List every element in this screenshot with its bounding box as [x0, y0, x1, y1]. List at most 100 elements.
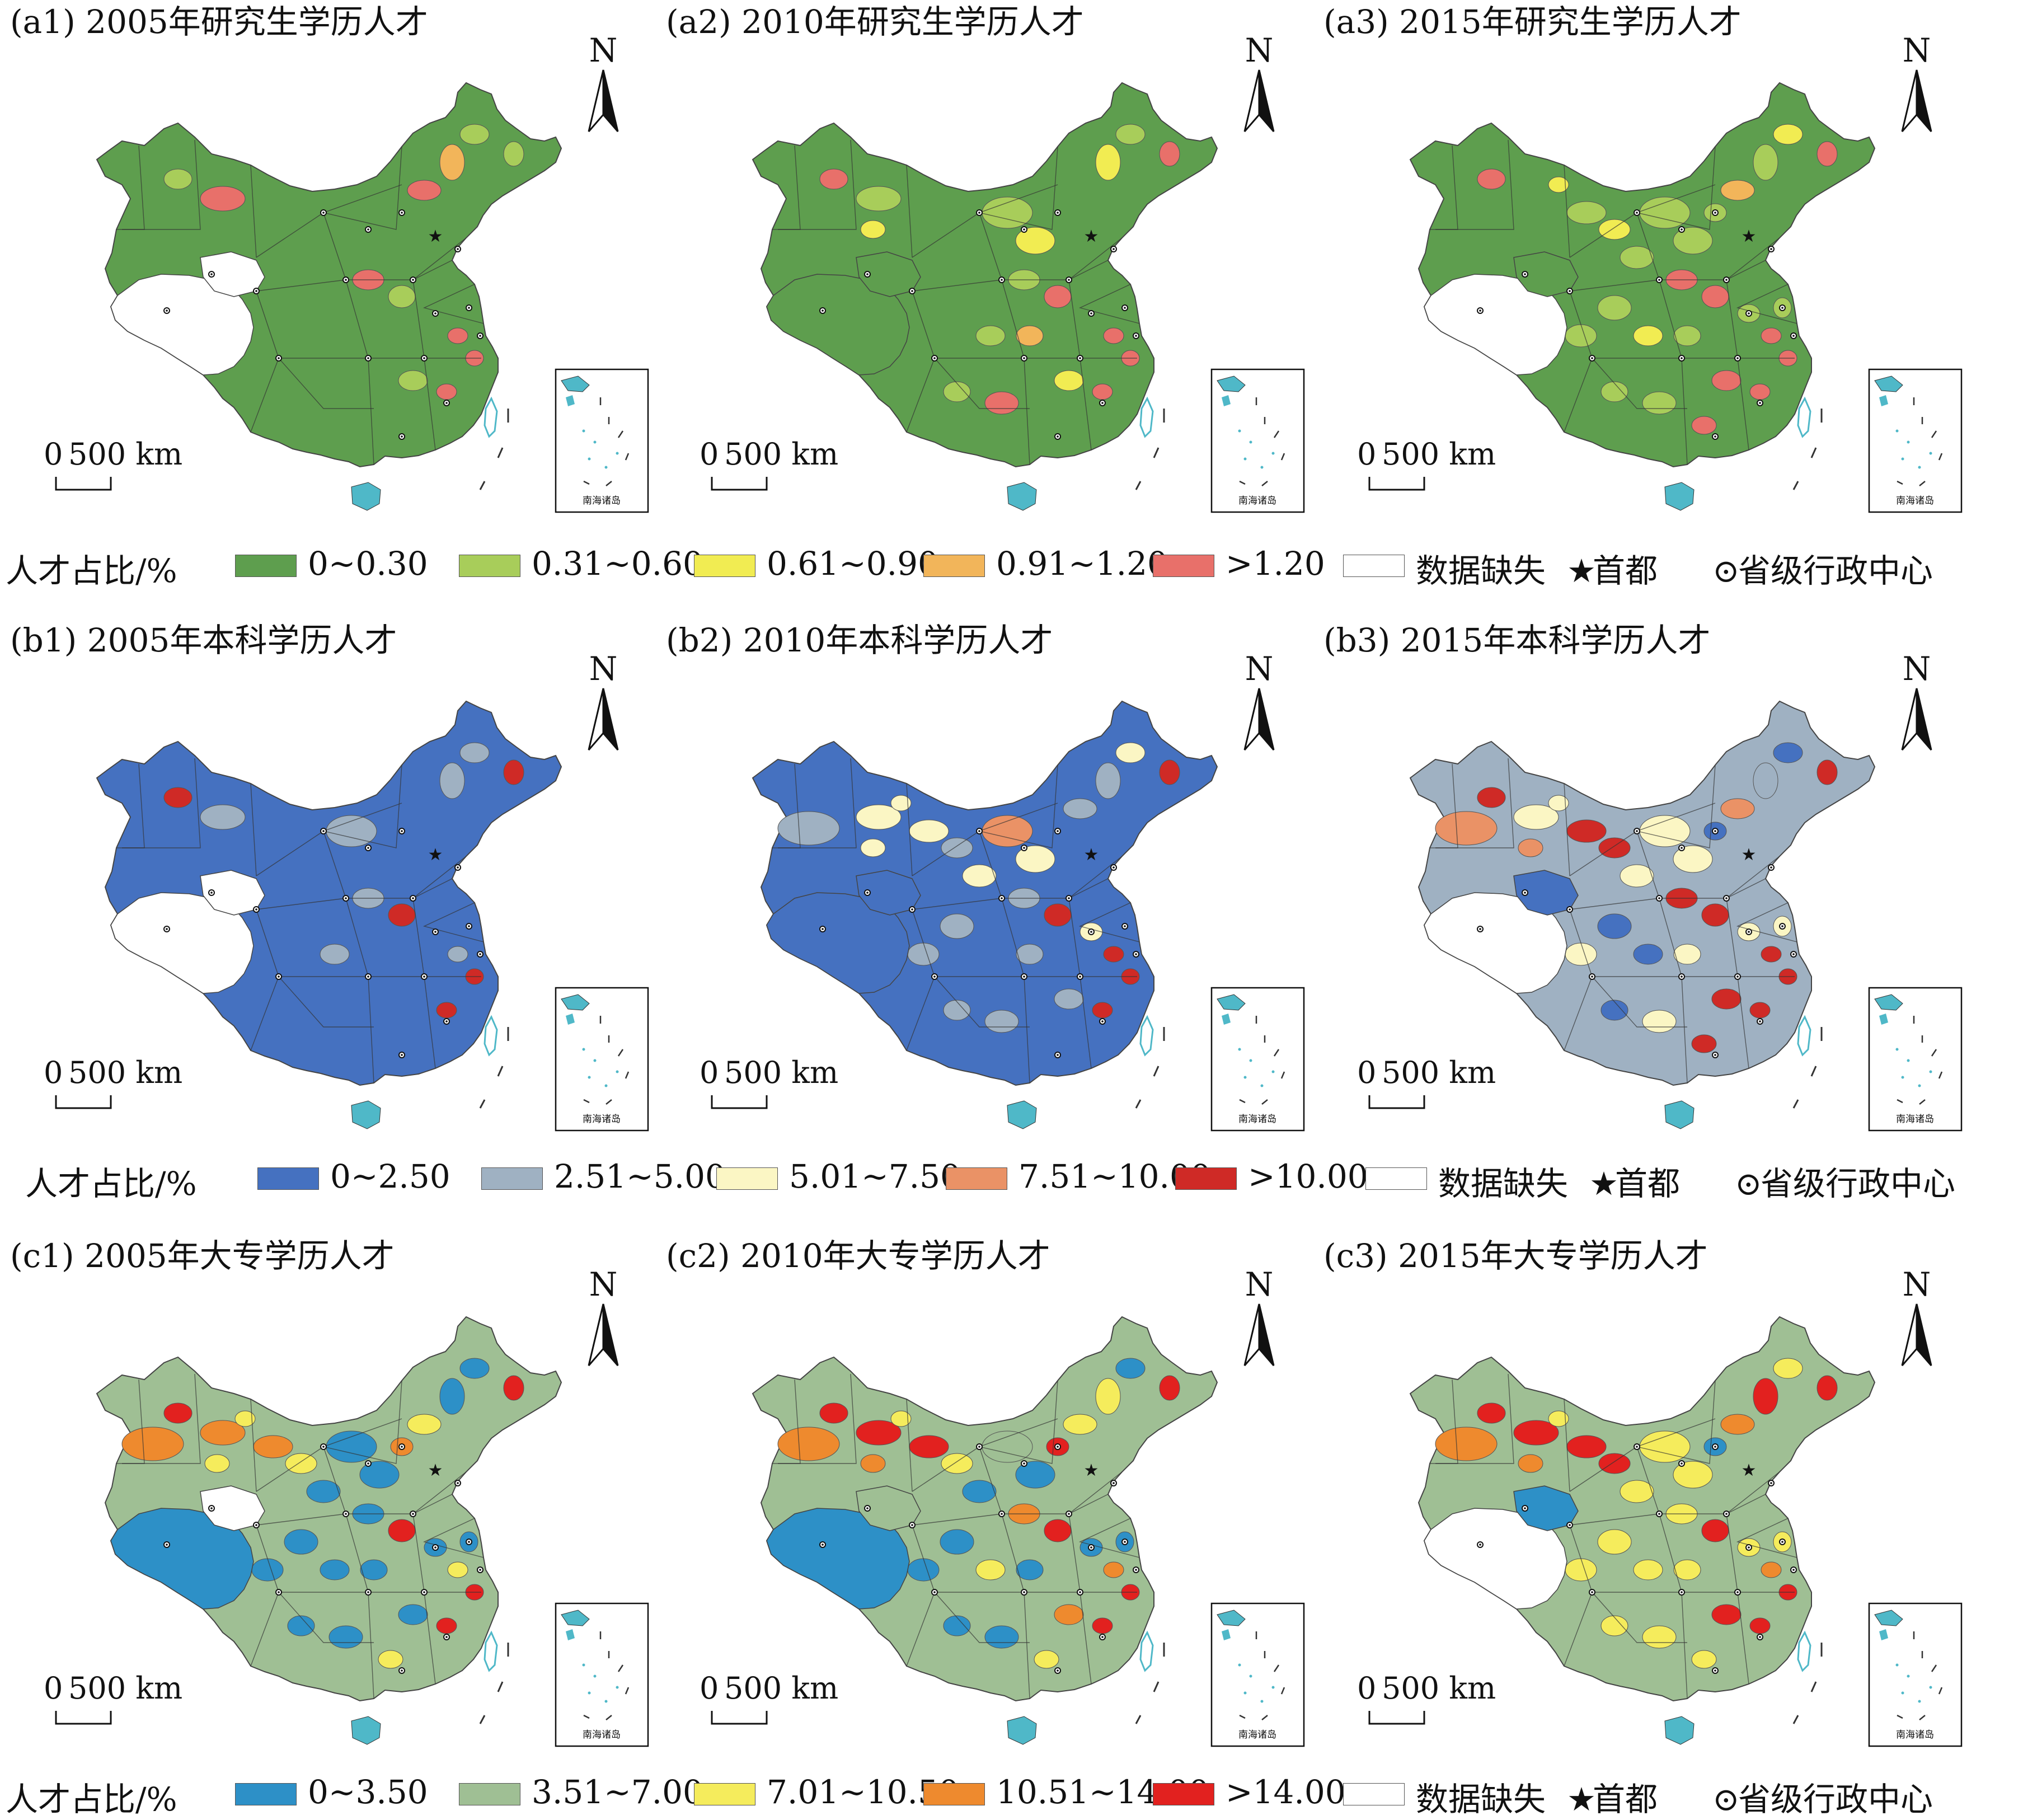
north-arrow-icon: N: [1901, 1265, 1932, 1366]
province-border: [1737, 1592, 1749, 1685]
svg-text:0: 0: [1357, 1671, 1376, 1706]
svg-text:0: 0: [700, 1671, 719, 1706]
province-border: [979, 764, 1058, 848]
region-class-0: [1015, 1461, 1055, 1489]
svg-text:500 km: 500 km: [1382, 1055, 1496, 1090]
region-class-4: [388, 1519, 416, 1542]
province-border: [1024, 976, 1030, 1083]
map-panel-c1: ★ N 南海诸岛 0 500 km (c1) 2005年大专学历人才: [10, 1240, 676, 1760]
south-china-sea-inset: 南海诸岛: [1868, 987, 1963, 1132]
hainan-island: [1007, 1716, 1037, 1745]
province-border: [1068, 260, 1109, 280]
region-class-2: [1054, 370, 1084, 391]
scale-bar: 0 500 km: [700, 1671, 838, 1725]
region-class-4: [1598, 837, 1631, 859]
inset-label: 南海诸岛: [1896, 1114, 1934, 1125]
taiwan-island: [1139, 396, 1154, 438]
region-class-4: [1817, 759, 1838, 785]
region-class-4: [1598, 1453, 1631, 1474]
province-border: [934, 358, 1030, 409]
region-class-4: [1566, 819, 1607, 843]
svg-text:0: 0: [700, 437, 719, 472]
south-china-sea-inset: 南海诸岛: [1868, 1602, 1963, 1747]
svg-text:N: N: [1245, 650, 1274, 688]
region-class-2: [975, 1559, 1006, 1580]
north-arrow-icon: N: [1243, 1265, 1275, 1366]
province-border: [1068, 1494, 1109, 1514]
province-border: [1681, 976, 1688, 1083]
region-class-1: [907, 942, 940, 966]
map-b2: ★ N 南海诸岛 0 500 km: [700, 650, 1305, 1132]
hainan-island: [1007, 1100, 1037, 1129]
south-china-sea-inset: 南海诸岛: [555, 987, 649, 1132]
region-class-3: [1054, 1604, 1084, 1625]
legend-label: 省级行政中心: [1738, 552, 1933, 590]
north-arrow-icon: N: [1243, 31, 1275, 132]
region-class-1: [163, 168, 193, 190]
region-class-1: [1620, 246, 1654, 269]
region-class-3: [1435, 811, 1498, 846]
south-china-sea-inset: 南海诸岛: [555, 1602, 649, 1747]
legend-swatch: [1343, 1783, 1405, 1805]
legend-label: 首都: [1593, 552, 1658, 590]
legend-swatch: [946, 1167, 1007, 1190]
svg-text:0: 0: [1357, 437, 1376, 472]
svg-text:500 km: 500 km: [724, 1055, 838, 1090]
province-border: [423, 1518, 484, 1558]
region-class-4: [1477, 787, 1506, 808]
legend-title: 人才占比/%: [6, 552, 177, 590]
map-panel-b3: ★ N 南海诸岛 0 500 km (b3) 2015年本科学历人才: [1323, 624, 1989, 1144]
region-class-1: [200, 804, 246, 830]
province-border: [116, 139, 201, 230]
province-border: [278, 976, 374, 1028]
province-border: [278, 1592, 374, 1643]
svg-text:N: N: [1245, 1265, 1274, 1303]
province-border: [250, 1592, 279, 1667]
capital-marker: ★: [1084, 1461, 1099, 1480]
star-icon: ★: [1567, 1780, 1596, 1818]
region-class-0: [943, 1615, 971, 1636]
region-class-4: [1103, 327, 1124, 344]
region-class-2: [1513, 804, 1559, 830]
region-class-3: [253, 1435, 293, 1458]
region-class-1: [439, 762, 465, 799]
scale-bar: 0 500 km: [1357, 1055, 1496, 1109]
legend-provincial-center: ⊙省级行政中心: [1735, 1157, 1955, 1204]
province-border: [116, 1373, 201, 1464]
legend-capital: ★首都: [1567, 545, 1658, 592]
region-class-4: [1092, 1617, 1113, 1634]
legend-title: 人才占比/%: [25, 1165, 197, 1203]
region-class-4: [1701, 1519, 1729, 1542]
province-border: [979, 1380, 1058, 1464]
region-class-4: [819, 168, 848, 190]
panel-title: (a1) 2005年研究生学历人才: [10, 3, 428, 41]
north-arrow-icon: N: [588, 1265, 619, 1366]
legend-capital: ★首都: [1567, 1773, 1658, 1820]
region-class-4: [1044, 285, 1072, 308]
region-class-2: [1773, 1358, 1803, 1379]
region-class-1: [1566, 201, 1607, 224]
province-border: [412, 878, 453, 899]
region-class-1: [982, 196, 1033, 229]
legend-label: 0.61~0.90: [767, 545, 938, 583]
region-class-3: [1518, 1454, 1543, 1473]
province-border: [423, 902, 484, 942]
region-class-0: [360, 1559, 388, 1580]
scale-bar: 0 500 km: [1357, 1671, 1496, 1725]
region-class-2: [1548, 176, 1569, 193]
map-panel-a2: ★ N 南海诸岛 0 500 km (a2) 2010年研究生学历人才: [666, 6, 1332, 526]
map-panel-c2: ★ N 南海诸岛 0 500 km (c2) 2010年大专学历人才: [666, 1240, 1332, 1760]
province-border: [1430, 758, 1514, 848]
legend-provincial-center: ⊙省级行政中心: [1712, 1773, 1933, 1820]
region-class-2: [962, 864, 997, 888]
legend-swatch: [694, 555, 755, 577]
legend-swatch: [716, 1167, 778, 1190]
region-tibet: [1424, 1508, 1567, 1610]
region-class-2: [378, 1650, 403, 1669]
region-class-2: [1673, 1559, 1701, 1580]
province-border: [1736, 284, 1797, 324]
province-border: [368, 976, 374, 1083]
svg-text:0: 0: [44, 1055, 63, 1090]
region-class-4: [909, 1435, 949, 1458]
capital-marker: ★: [428, 227, 443, 246]
